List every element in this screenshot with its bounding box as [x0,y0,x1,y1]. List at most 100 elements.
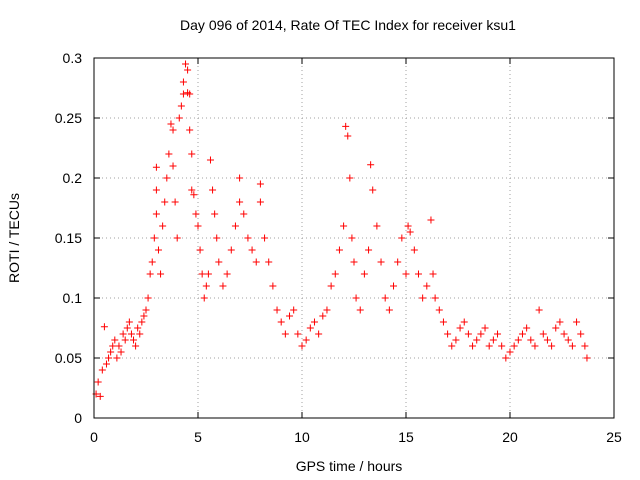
data-point [506,348,514,356]
data-point [236,174,244,182]
data-point [119,330,127,338]
data-point [356,306,364,314]
data-point [186,90,194,98]
x-tick-label: 10 [294,429,310,445]
data-point [310,318,318,326]
data-point [523,324,531,332]
data-point [543,336,551,344]
data-point [244,234,252,242]
data-point [134,324,142,332]
data-point [302,336,310,344]
data-point [369,186,377,194]
data-point [261,234,269,242]
y-tick-label: 0.25 [55,110,82,126]
x-tick-label: 15 [398,429,414,445]
data-point [115,342,123,350]
x-axis-label: GPS time / hours [296,458,403,474]
data-point [494,330,502,338]
data-point [410,246,418,254]
data-point [377,258,385,266]
data-point [132,342,140,350]
data-point [340,222,348,230]
data-point [213,234,221,242]
data-point [464,330,472,338]
data-point [390,282,398,290]
y-tick-label: 0.2 [63,170,83,186]
data-point [159,222,167,230]
data-point [581,342,589,350]
data-point [130,336,138,344]
data-point [113,354,121,362]
data-point [138,318,146,326]
data-point [269,282,277,290]
data-point [184,66,192,74]
data-point [219,282,227,290]
data-point [452,336,460,344]
data-point [365,246,373,254]
data-point [105,354,113,362]
data-point [427,216,435,224]
x-tick-label: 0 [90,429,98,445]
data-point [456,324,464,332]
data-point [96,392,104,400]
data-point [518,330,526,338]
data-point [460,318,468,326]
y-tick-label: 0.3 [63,50,83,66]
x-axis-ticks: 0 5 10 15 20 25 [90,58,622,445]
data-point [117,348,125,356]
data-point [404,222,412,230]
data-point [152,163,160,171]
data-point [319,312,327,320]
data-point [94,378,102,386]
data-point [414,270,422,278]
data-point [381,294,389,302]
data-point [527,336,535,344]
y-axis-ticks: 0 0.05 0.1 0.15 0.2 0.25 0.3 [55,50,614,426]
data-point [231,222,239,230]
data-point [148,258,156,266]
data-point [177,102,185,110]
data-point [306,324,314,332]
data-point [367,161,375,169]
data-point [144,294,152,302]
data-point [548,342,556,350]
data-point [165,150,173,158]
data-point [406,228,414,236]
data-point [123,324,131,332]
data-point [385,306,393,314]
data-point [419,294,427,302]
data-point [281,330,289,338]
data-point [179,78,187,86]
data-point [206,156,214,164]
data-point [152,186,160,194]
data-point [150,234,158,242]
data-point [286,312,294,320]
y-tick-label: 0 [74,410,82,426]
data-point [431,294,439,302]
data-point [402,270,410,278]
data-point [182,60,190,68]
data-point [252,258,260,266]
data-point [510,342,518,350]
data-point [125,318,133,326]
data-point [560,330,568,338]
data-point [552,324,560,332]
data-point [583,354,591,362]
data-point [435,306,443,314]
data-point [98,366,106,374]
data-point [298,342,306,350]
data-point [215,258,223,266]
data-point [256,180,264,188]
data-point [248,246,256,254]
data-point [577,330,585,338]
data-point [194,222,202,230]
data-point [107,348,115,356]
data-point [227,246,235,254]
x-tick-label: 20 [502,429,518,445]
data-point [256,198,264,206]
data-point [211,210,219,218]
data-point [346,174,354,182]
data-point [352,294,360,302]
data-point [398,234,406,242]
